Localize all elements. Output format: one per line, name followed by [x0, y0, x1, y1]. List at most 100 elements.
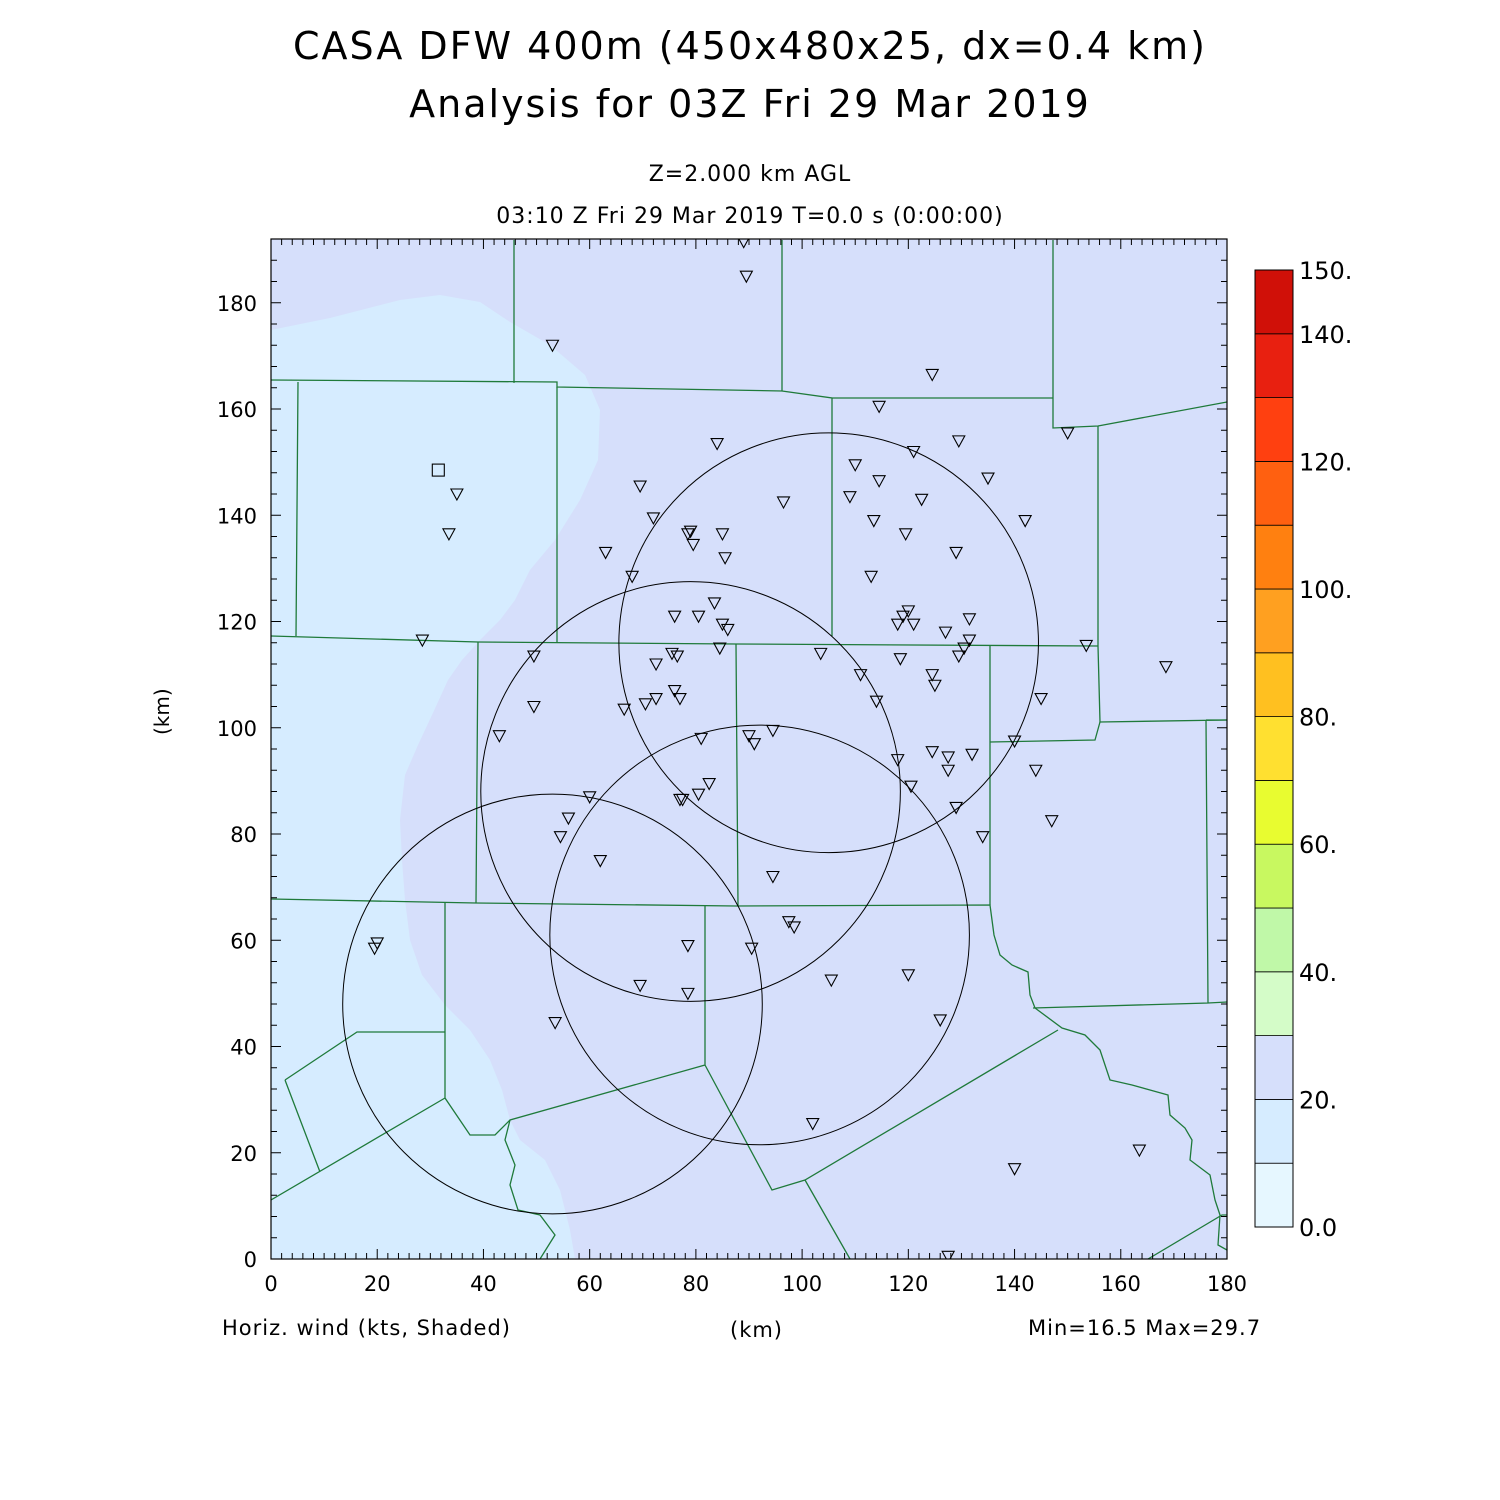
- station-marker: [848, 459, 863, 472]
- y-tick-label: 80: [230, 823, 257, 847]
- station-marker: [1028, 764, 1043, 778]
- station-marker: [686, 538, 701, 552]
- x-axis: 0 20 40 60 80 100 120 140 160 180: [264, 239, 1247, 1296]
- station-marker: [925, 746, 940, 759]
- shade-10-20: [271, 295, 600, 1259]
- station-marker: [646, 512, 661, 526]
- y-tick-label: 20: [230, 1142, 257, 1166]
- station-marker: [853, 669, 868, 682]
- station-marker: [492, 730, 507, 743]
- station-marker: [715, 528, 730, 541]
- y-tick-label: 140: [217, 504, 257, 528]
- station-marker: [824, 974, 839, 988]
- station-marker: [667, 610, 682, 624]
- colorbar-label: 40.: [1299, 959, 1337, 987]
- station-marker: [593, 855, 608, 868]
- colorbar-label: 20.: [1299, 1086, 1337, 1114]
- colorbar-bin: [1254, 333, 1294, 398]
- colorbar-bin: [1254, 780, 1294, 845]
- station-marker: [941, 764, 956, 778]
- x-tick-label: 60: [576, 1272, 603, 1296]
- station-marker: [925, 368, 940, 382]
- x-tick-label: 100: [782, 1272, 822, 1296]
- station-marker: [707, 597, 722, 611]
- min-max-label: Min=16.5 Max=29.7: [1028, 1316, 1262, 1340]
- colorbar-label: 80.: [1299, 704, 1337, 732]
- colorbar-bin: [1254, 716, 1294, 781]
- y-axis: 0 20 40 60 80 100 120 140 160 180: [217, 238, 1227, 1272]
- radar-site-marker: [431, 463, 445, 477]
- station-marker: [691, 788, 706, 802]
- colorbar-label: 100.: [1299, 576, 1352, 604]
- y-tick-label: 100: [217, 717, 257, 741]
- colorbar-bin: [1254, 652, 1294, 717]
- x-tick-label: 80: [683, 1272, 710, 1296]
- colorbar-bin: [1254, 843, 1294, 909]
- station-marker: [949, 546, 964, 560]
- station-marker: [1158, 661, 1173, 674]
- station-marker: [548, 1017, 563, 1030]
- colorbar-label: 0.0: [1299, 1214, 1337, 1242]
- wind-shading: [271, 239, 1227, 1259]
- station-marker: [694, 732, 709, 746]
- station-marker: [951, 435, 966, 449]
- valid-time-label: 03:10 Z Fri 29 Mar 2019 T=0.0 s (0:00:00…: [496, 204, 1004, 229]
- y-tick-label: 160: [217, 398, 257, 422]
- station-marker: [582, 791, 597, 804]
- x-tick-label: 40: [470, 1272, 497, 1296]
- station-marker: [869, 695, 884, 709]
- colorbar-label: 140.: [1299, 321, 1352, 349]
- station-marker: [683, 525, 698, 539]
- station-marker: [673, 793, 687, 807]
- station-marker: [864, 570, 879, 584]
- x-tick-label: 140: [995, 1272, 1035, 1296]
- x-tick-label: 120: [888, 1272, 928, 1296]
- level-label: Z=2.000 km AGL: [648, 162, 852, 187]
- colorbar-bin: [1254, 397, 1294, 462]
- station-marker: [545, 339, 560, 353]
- station-marker: [914, 493, 929, 507]
- station-marker: [896, 610, 910, 624]
- station-marker: [981, 472, 995, 486]
- shade-10-20-notch: [500, 562, 685, 640]
- station-marker: [617, 703, 632, 717]
- station-marker: [738, 239, 750, 249]
- station-marker: [927, 679, 942, 693]
- station-marker: [680, 528, 695, 541]
- station-marker: [925, 669, 940, 682]
- x-tick-label: 180: [1207, 1272, 1247, 1296]
- station-marker: [598, 546, 613, 560]
- station-marker: [949, 801, 964, 815]
- station-marker: [765, 870, 780, 884]
- station-marker: [680, 940, 695, 953]
- station-marker: [933, 1014, 948, 1028]
- station-marker: [739, 270, 754, 284]
- station-marker: [957, 642, 972, 656]
- colorbar-bin: [1254, 269, 1294, 335]
- chart-title: CASA DFW 400m (450x480x25, dx=0.4 km): [292, 24, 1207, 68]
- y-tick-label: 40: [230, 1036, 257, 1060]
- station-marker: [691, 610, 706, 624]
- station-marker: [805, 1117, 820, 1131]
- x-axis-label: (km): [730, 1318, 784, 1342]
- colorbar-bin: [1254, 460, 1294, 526]
- colorbar-label: 150.: [1299, 257, 1352, 285]
- station-marker: [975, 831, 990, 844]
- colorbar-bin: [1254, 1099, 1294, 1164]
- station-marker: [1132, 1144, 1147, 1158]
- station-marker: [680, 987, 695, 1001]
- station-marker: [633, 979, 648, 993]
- station-marker: [747, 738, 762, 751]
- radar-ring: [618, 432, 1039, 854]
- station-marker: [893, 653, 908, 666]
- station-marker: [765, 724, 780, 738]
- station-marker: [965, 748, 979, 762]
- station-marker: [638, 698, 653, 711]
- y-tick-label: 120: [217, 611, 257, 635]
- x-tick-label: 0: [264, 1272, 277, 1296]
- station-marker: [1007, 735, 1022, 749]
- station-marker: [449, 488, 464, 502]
- county-boundaries: [271, 240, 1227, 1259]
- station-marker: [901, 969, 916, 982]
